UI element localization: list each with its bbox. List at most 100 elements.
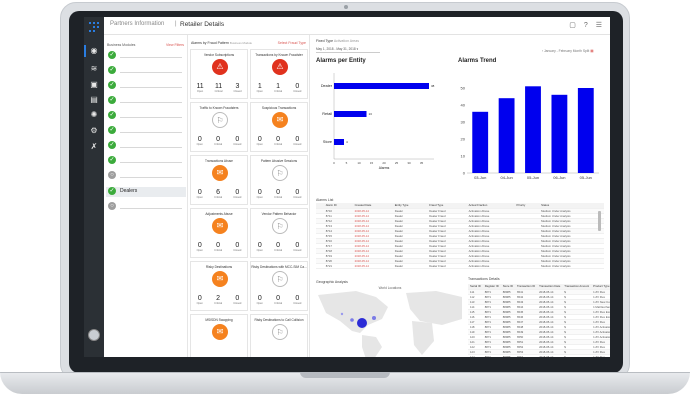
table-row[interactable]: 123 8871 88985 6553 2018-05-14 $1 ZV Flex xyxy=(468,349,610,355)
module-row[interactable]: ✓ xyxy=(106,96,186,106)
trend-hint[interactable]: ‹ January - February Month Split ▦ xyxy=(542,49,594,53)
module-row-dealers[interactable]: ✓ Dealers xyxy=(106,187,186,197)
module-row[interactable]: ✓ xyxy=(106,156,186,166)
bar xyxy=(498,98,515,173)
column-header[interactable]: Created Date xyxy=(352,203,393,209)
column-header[interactable]: Product Type Desc xyxy=(591,284,610,290)
table-row[interactable]: 114 8871 88985 6544 2018-05-14 $1 Mall Exchan… xyxy=(468,304,610,310)
alarm-count: 3 Closed xyxy=(233,83,241,93)
alarm-card[interactable]: MSISDN Swapping ✉ xyxy=(190,314,248,357)
table-row[interactable]: 111 8871 88985 6541 2018-05-14 $1 ZV Flex xyxy=(468,289,610,295)
table-row[interactable]: 8711 2018-05-14 Dealer Dealer Fraud Activati… xyxy=(316,213,604,219)
module-row[interactable]: ✓ xyxy=(106,111,186,121)
table-row[interactable]: 8712 2018-05-14 Dealer Dealer Fraud Activati… xyxy=(316,218,604,224)
alarm-card[interactable]: Vendor Subscriptions ⚠ 11 Open 11 Critical 3 Cl… xyxy=(190,49,248,99)
alarm-card[interactable]: Risky Destinations ✉ 0 Open 2 Critical 0 Closed xyxy=(190,261,248,311)
column-header[interactable]: Serial ID xyxy=(468,284,483,290)
alarm-card[interactable]: Risky Destinations with MCC-SIM Ca... ⚐ 0 O… xyxy=(250,261,308,311)
view-filters-link[interactable]: View Filters xyxy=(165,43,184,47)
fixed-type-filter[interactable]: Fixed Type Activation Areas xyxy=(316,39,359,43)
x-tick-label: 30 xyxy=(407,161,411,165)
alarm-count-label: Critical xyxy=(214,249,223,252)
column-header[interactable]: Actual Fraction xyxy=(466,203,515,209)
tools-icon[interactable]: ✗ xyxy=(90,142,98,151)
table-row[interactable]: 120 8871 88985 6550 2018-05-14 $1 ZV Activati… xyxy=(468,334,610,340)
module-row[interactable]: ○ xyxy=(106,202,186,212)
inbox-icon[interactable]: ▣ xyxy=(90,80,98,89)
column-header[interactable]: Transaction Amount xyxy=(562,284,592,290)
module-row[interactable]: ✓ xyxy=(106,66,186,76)
select-fraud-type-link[interactable]: Select Fraud Type xyxy=(277,41,306,45)
module-row[interactable]: ○ xyxy=(106,171,186,181)
alarm-card[interactable]: Vendor Pattern Behavior ⚐ 0 Open 0 Critical 0 C… xyxy=(250,208,308,258)
analytics-icon[interactable]: ≋ xyxy=(90,64,98,73)
table-cell: Medium Under Analysis xyxy=(539,248,604,254)
table-row[interactable]: 8713 2018-05-14 Dealer Dealer Fraud Activati… xyxy=(316,223,604,229)
table-cell: Medium Under Analysis xyxy=(539,208,604,214)
user-avatar[interactable] xyxy=(88,329,100,341)
table-row[interactable]: 117 8871 88985 6547 2018-05-14 $1 ZV Flex xyxy=(468,319,610,325)
alarm-card[interactable]: Pattern Abusive Sessions ⚐ 0 Open 0 Critical 0… xyxy=(250,155,308,205)
table-row[interactable]: 8715 2018-05-14 Dealer Dealer Fraud Activati… xyxy=(316,233,604,239)
alarms-list-scrollbar[interactable] xyxy=(598,211,601,231)
alarm-count-label: Closed xyxy=(293,249,302,252)
table-cell: Activation Abuse xyxy=(466,208,515,214)
table-cell: Dealer xyxy=(392,253,428,259)
table-cell: Activation Abuse xyxy=(466,213,515,219)
table-cell: 1 ZV Flex Exchange xyxy=(591,309,610,315)
alarm-card[interactable]: Risky Destinations to Call Collision ⚐ xyxy=(250,314,308,357)
table-row[interactable]: 8716 2018-05-14 Dealer Dealer Fraud Activati… xyxy=(316,238,604,244)
menu-icon[interactable]: ☰ xyxy=(595,22,602,29)
table-row[interactable]: 118 8871 88985 6548 2018-05-14 $1 ZV Activati… xyxy=(468,324,610,330)
module-row[interactable]: ✓ xyxy=(106,81,186,91)
column-header[interactable]: Transaction Date xyxy=(537,284,563,290)
table-row[interactable]: 8720 2018-05-14 Dealer Dealer Fraud Activati… xyxy=(316,258,604,264)
alarm-card[interactable]: Transactions Abuse ✉ 0 Open 6 Critical 0 Closed xyxy=(190,155,248,205)
gears-icon[interactable]: ⚙ xyxy=(90,126,98,135)
module-row[interactable]: ✓ xyxy=(106,51,186,61)
column-header[interactable]: Entity Type xyxy=(392,203,428,209)
alarm-card[interactable]: Transactions by Known Fraudster ⚠ 1 Open 1 Cr… xyxy=(250,49,308,99)
transactions-title: Transactions Details xyxy=(468,277,500,281)
date-range-select[interactable]: May 1, 2018 - May 31, 2018 ▾ xyxy=(316,47,380,53)
column-header[interactable]: Priority xyxy=(514,203,540,209)
table-cell: 8871 xyxy=(482,354,501,357)
column-header[interactable]: Register ID xyxy=(482,284,501,290)
table-row[interactable]: 121 8871 88985 6551 2018-05-14 $1 ZV Flex xyxy=(468,339,610,345)
settings-wheel-icon[interactable]: ✺ xyxy=(90,110,98,119)
table-row[interactable]: 8721 2018-05-14 Dealer Dealer Fraud Activati… xyxy=(316,263,604,269)
table-row[interactable]: 124 8871 88985 6554 2018-05-14 $1 ZV Flex xyxy=(468,354,610,357)
eye-icon[interactable]: ◉ xyxy=(90,46,98,55)
table-row[interactable]: 8710 2018-05-14 Dealer Dealer Fraud Activati… xyxy=(316,208,604,214)
geo-map[interactable]: World Locations xyxy=(316,285,464,357)
table-row[interactable]: 8717 2018-05-14 Dealer Dealer Fraud Activati… xyxy=(316,243,604,249)
column-header[interactable]: Store ID xyxy=(500,284,515,290)
column-header[interactable]: Status xyxy=(539,203,604,209)
module-row[interactable]: ✓ xyxy=(106,126,186,136)
table-cell: 1 Mall Exchange xyxy=(591,304,610,310)
table-row[interactable]: 8714 2018-05-14 Dealer Dealer Fraud Activati… xyxy=(316,228,604,234)
table-row[interactable]: 8718 2018-05-14 Dealer Dealer Fraud Activati… xyxy=(316,248,604,254)
table-row[interactable]: 119 8871 88985 6549 2018-05-14 $1 ZV Activati… xyxy=(468,329,610,335)
column-header[interactable]: Alarm ID xyxy=(323,203,353,209)
alarm-count: 0 Closed xyxy=(293,136,301,146)
module-row[interactable]: ✓ xyxy=(106,141,186,151)
report-icon[interactable]: ▤ xyxy=(90,95,98,104)
column-header[interactable]: Fraud Type xyxy=(427,203,467,209)
alarm-card[interactable]: Suspicious Transactions ✉ 0 Open 0 Critical 0 C… xyxy=(250,102,308,152)
table-row[interactable]: 112 8871 88985 6542 2018-05-14 $1 ZV Flex xyxy=(468,294,610,300)
table-cell: 2018-05-14 xyxy=(537,304,563,310)
column-header[interactable]: Transaction ID xyxy=(515,284,538,290)
table-cell: $ xyxy=(562,344,592,350)
table-row[interactable]: 8719 2018-05-14 Dealer Dealer Fraud Activati… xyxy=(316,253,604,259)
alarm-card[interactable]: Traffic to Known Fraudsters ⚐ 0 Open 0 Critic… xyxy=(190,102,248,152)
alarm-card[interactable]: Adjustments Abuse ✉ 0 Open 0 Critical 0 Closed xyxy=(190,208,248,258)
breadcrumb-parent[interactable]: Partners Information xyxy=(110,21,165,27)
table-row[interactable]: 122 8871 88985 6552 2018-05-14 $1 ZV Flex xyxy=(468,344,610,350)
help-icon[interactable]: ? xyxy=(583,22,588,29)
notification-icon[interactable]: ▢ xyxy=(569,22,576,29)
column-header[interactable] xyxy=(316,203,324,209)
